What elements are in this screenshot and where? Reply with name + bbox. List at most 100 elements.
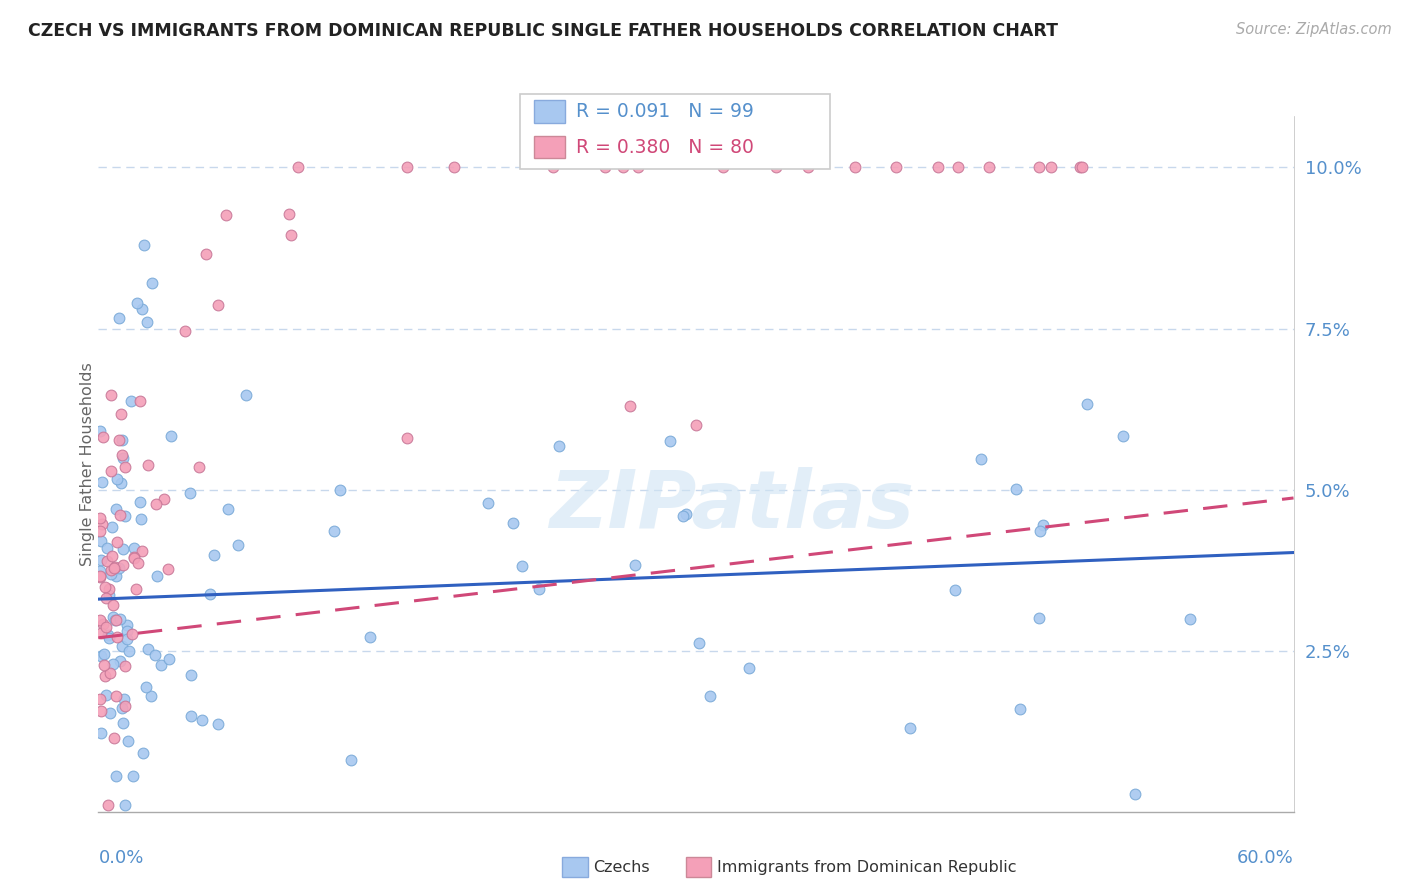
Point [90,533,112,548]
Point [131,746,153,760]
Point [548,439,571,453]
Point [111,448,134,462]
Point [90,648,112,663]
Point [114,459,136,474]
Text: CZECH VS IMMIGRANTS FROM DOMINICAN REPUBLIC SINGLE FATHER HOUSEHOLDS CORRELATION: CZECH VS IMMIGRANTS FROM DOMINICAN REPUB… [28,22,1059,40]
Point [128,495,150,509]
Point [675,507,697,521]
Point [104,613,127,627]
Point [157,652,180,666]
Point [89,568,111,582]
Point [340,753,363,767]
Point [287,161,309,175]
Point [118,644,141,658]
Point [127,557,149,571]
Point [112,451,135,466]
Point [96,554,118,568]
Point [90,704,112,718]
Point [100,464,122,478]
Point [115,624,138,638]
Point [200,587,222,601]
Point [174,324,197,338]
Point [108,654,131,668]
Point [97,631,120,645]
Point [1069,161,1091,175]
Y-axis label: Single Father Households: Single Father Households [80,362,94,566]
Point [502,516,524,530]
Point [94,580,117,594]
Point [94,668,117,682]
Point [672,508,695,523]
Point [1028,610,1050,624]
Point [141,277,163,291]
Point [1180,612,1202,626]
Text: Source: ZipAtlas.com: Source: ZipAtlas.com [1236,22,1392,37]
Point [593,161,616,175]
Point [129,512,152,526]
Point [136,458,159,472]
Point [510,559,533,574]
Point [94,688,117,702]
Point [207,717,229,731]
Point [143,648,166,662]
Point [127,295,149,310]
Point [125,582,148,596]
Point [134,237,156,252]
Point [927,161,949,175]
Point [89,570,111,584]
Point [114,508,136,523]
Point [96,591,118,605]
Point [122,541,145,555]
Point [146,568,169,582]
Point [105,568,128,582]
Point [93,430,115,444]
Point [136,315,159,329]
Point [111,700,134,714]
Point [114,699,136,714]
Point [1076,396,1098,410]
Point [235,388,257,402]
Point [322,524,344,538]
Point [93,658,115,673]
Point [115,632,138,646]
Point [1032,517,1054,532]
Point [108,508,131,523]
Point [217,501,239,516]
Point [278,207,301,221]
Point [112,558,135,573]
Point [226,538,249,552]
Point [844,161,866,175]
Point [104,689,127,703]
Point [98,582,121,596]
Point [688,636,710,650]
Point [612,161,634,175]
Point [89,510,111,524]
Point [207,297,229,311]
Point [658,434,681,448]
Point [104,560,127,574]
Point [110,476,132,491]
Point [135,680,157,694]
Point [93,647,115,661]
Point [884,161,907,175]
Point [477,496,499,510]
Point [89,692,111,706]
Point [396,431,419,445]
Point [280,228,302,243]
Point [101,610,124,624]
Point [180,709,202,723]
Point [103,561,125,575]
Point [115,618,138,632]
Point [145,497,167,511]
Point [128,394,150,409]
Point [111,541,134,556]
Point [122,768,145,782]
Text: R = 0.380   N = 80: R = 0.380 N = 80 [576,137,755,157]
Text: 60.0%: 60.0% [1237,849,1294,867]
Point [215,208,238,222]
Point [157,562,180,576]
Point [139,689,162,703]
Point [179,485,201,500]
Point [105,535,128,549]
Point [114,798,136,813]
